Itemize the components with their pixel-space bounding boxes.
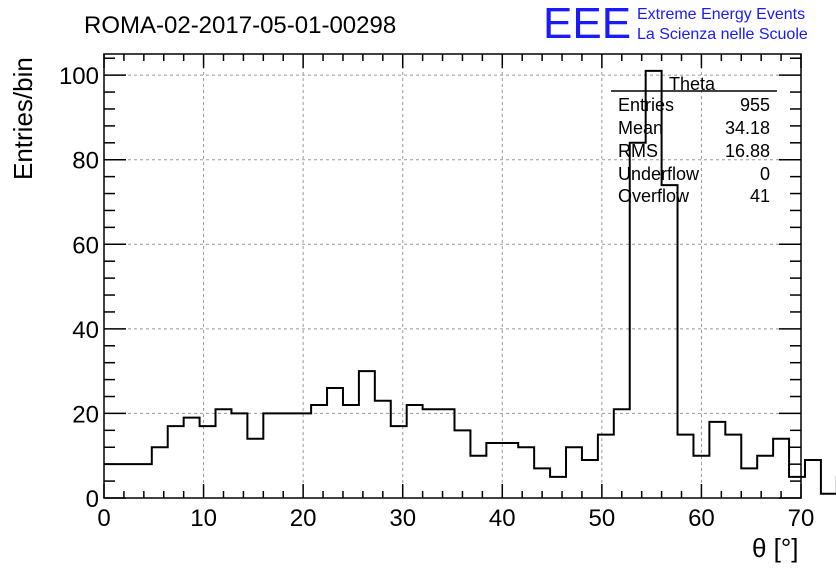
- histogram-bin: [550, 477, 566, 498]
- histogram-bin: [773, 439, 789, 498]
- x-tick-label: 30: [389, 505, 416, 532]
- histogram-bin: [359, 371, 375, 498]
- histogram-bin: [598, 435, 614, 498]
- grid-lines: [104, 54, 801, 498]
- y-tick-label: 100: [59, 63, 99, 90]
- axis-tick-labels: 0 10 20 30 40 50 60 70 0 20 40 60 80 100: [59, 63, 814, 532]
- histogram-bin: [311, 405, 327, 498]
- stats-value-overflow: 41: [750, 186, 770, 206]
- histogram-bin: [789, 477, 805, 498]
- chart-title: ROMA-02-2017-05-01-00298: [84, 12, 396, 39]
- eee-logo: EEE: [543, 0, 631, 48]
- y-tick-label: 40: [72, 317, 99, 344]
- y-tick-label: 80: [72, 148, 99, 175]
- y-tick-label: 0: [86, 486, 99, 513]
- y-tick-label: 20: [72, 401, 99, 428]
- histogram-bin: [263, 413, 279, 498]
- axis-ticks: [103, 54, 802, 499]
- histogram-bin: [502, 443, 518, 498]
- histogram-bin: [439, 409, 455, 498]
- histogram-bin: [678, 435, 694, 498]
- histogram-bins: [104, 69, 836, 498]
- histogram-bin: [454, 430, 470, 498]
- logo-subtitle-line1: Extreme Energy Events: [637, 6, 805, 23]
- stats-label-rms: RMS: [618, 141, 658, 161]
- stats-value-underflow: 0: [760, 164, 770, 184]
- histogram-bin: [279, 413, 295, 498]
- histogram-bin: [741, 468, 757, 498]
- histogram-bin: [725, 435, 741, 498]
- histogram-bin: [423, 409, 439, 498]
- histogram-bin: [518, 447, 534, 498]
- histogram-bin: [247, 439, 263, 498]
- stats-value-rms: 16.88: [725, 141, 770, 161]
- histogram-bin: [662, 185, 678, 498]
- y-axis-label: Entries/bin: [8, 57, 38, 180]
- histogram-bin: [216, 409, 232, 498]
- x-tick-label: 0: [97, 505, 110, 532]
- x-axis-label: θ [°]: [752, 533, 799, 563]
- histogram-bin: [184, 418, 200, 498]
- x-tick-label: 10: [190, 505, 217, 532]
- histogram-bin: [327, 388, 343, 498]
- histogram-bin: [582, 460, 598, 498]
- histogram-bin: [391, 426, 407, 498]
- plot-frame: [103, 53, 802, 499]
- x-tick-label: 60: [688, 505, 715, 532]
- stats-label-overflow: Overflow: [618, 186, 690, 206]
- stats-label-entries: Entries: [618, 95, 674, 115]
- stats-label-mean: Mean: [618, 118, 663, 138]
- histogram-bin: [407, 405, 423, 498]
- x-tick-label: 50: [589, 505, 616, 532]
- plot-border: [103, 53, 802, 499]
- histogram-bin: [486, 443, 502, 498]
- histogram-bin: [152, 447, 168, 498]
- stats-value-mean: 34.18: [725, 118, 770, 138]
- histogram-bin: [566, 447, 582, 498]
- histogram-bin: [805, 460, 821, 498]
- x-tick-label: 70: [788, 505, 815, 532]
- y-tick-label: 60: [72, 232, 99, 259]
- stats-value-entries: 955: [740, 95, 770, 115]
- histogram-outline: [104, 69, 836, 495]
- histogram-bin: [614, 409, 630, 498]
- histogram-bin: [709, 422, 725, 498]
- x-tick-label: 20: [290, 505, 317, 532]
- histogram-bin: [200, 426, 216, 498]
- histogram-bin: [343, 405, 359, 498]
- histogram-bin: [120, 464, 136, 498]
- histogram-bin: [470, 456, 486, 498]
- stats-box: Theta Entries 955 Mean 34.18 RMS 16.88 U…: [611, 74, 777, 206]
- x-tick-label: 40: [489, 505, 516, 532]
- histogram-bin: [231, 413, 247, 498]
- histogram-bin: [375, 401, 391, 498]
- histogram-bin: [757, 456, 773, 498]
- stats-box-title: Theta: [669, 74, 716, 94]
- logo-subtitle-line2: La Scienza nelle Scuole: [637, 26, 808, 43]
- histogram-bin: [168, 426, 184, 498]
- stats-label-underflow: Underflow: [618, 164, 700, 184]
